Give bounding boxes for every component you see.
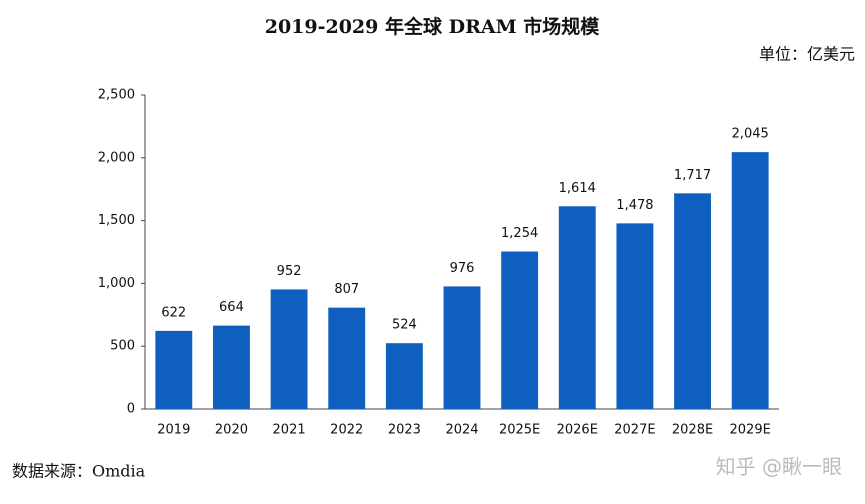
value-label: 1,717	[674, 168, 711, 183]
y-tick-label: 1,000	[98, 276, 135, 291]
x-tick-label: 2026E	[557, 423, 598, 438]
source: 数据来源：Omdia	[12, 462, 146, 481]
x-tick-label: 2027E	[614, 423, 655, 438]
bar	[213, 325, 250, 409]
x-tick-label: 2019	[157, 423, 190, 438]
bar	[155, 330, 193, 409]
y-tick-label: 2,000	[98, 150, 135, 165]
x-tick-label: 2029E	[730, 423, 771, 438]
chart-title: 2019-2029 年全球 DRAM 市场规模	[265, 15, 601, 38]
bar	[270, 289, 308, 409]
y-tick-label: 0	[127, 402, 135, 417]
bar	[558, 206, 596, 409]
value-label: 2,045	[732, 127, 769, 142]
y-tick-label: 500	[110, 339, 135, 354]
x-tick-label: 2021	[273, 423, 306, 438]
value-label: 524	[392, 318, 417, 333]
value-label: 622	[161, 305, 186, 320]
x-tick-label: 2025E	[499, 423, 540, 438]
bar	[674, 193, 711, 409]
x-tick-label: 2023	[388, 423, 421, 438]
bar	[616, 223, 654, 409]
bar	[328, 307, 366, 409]
value-label: 976	[450, 261, 475, 276]
value-label: 807	[334, 282, 359, 297]
value-label: 1,614	[559, 181, 596, 196]
x-tick-label: 2020	[215, 423, 248, 438]
value-label: 1,478	[616, 198, 653, 213]
bar	[443, 286, 481, 409]
unit-label: 单位：亿美元	[759, 45, 855, 64]
bar	[385, 343, 423, 409]
x-tick-label: 2022	[330, 423, 363, 438]
y-tick-label: 2,500	[98, 88, 135, 103]
y-tick-label: 1,500	[98, 213, 135, 228]
bar	[501, 251, 539, 409]
value-label: 1,254	[501, 226, 538, 241]
value-label: 952	[277, 264, 302, 279]
bar	[731, 152, 769, 409]
value-label: 664	[219, 300, 244, 315]
x-tick-label: 2024	[445, 423, 478, 438]
watermark: 知乎 @瞅一眼	[716, 455, 842, 479]
x-tick-label: 2028E	[672, 423, 713, 438]
